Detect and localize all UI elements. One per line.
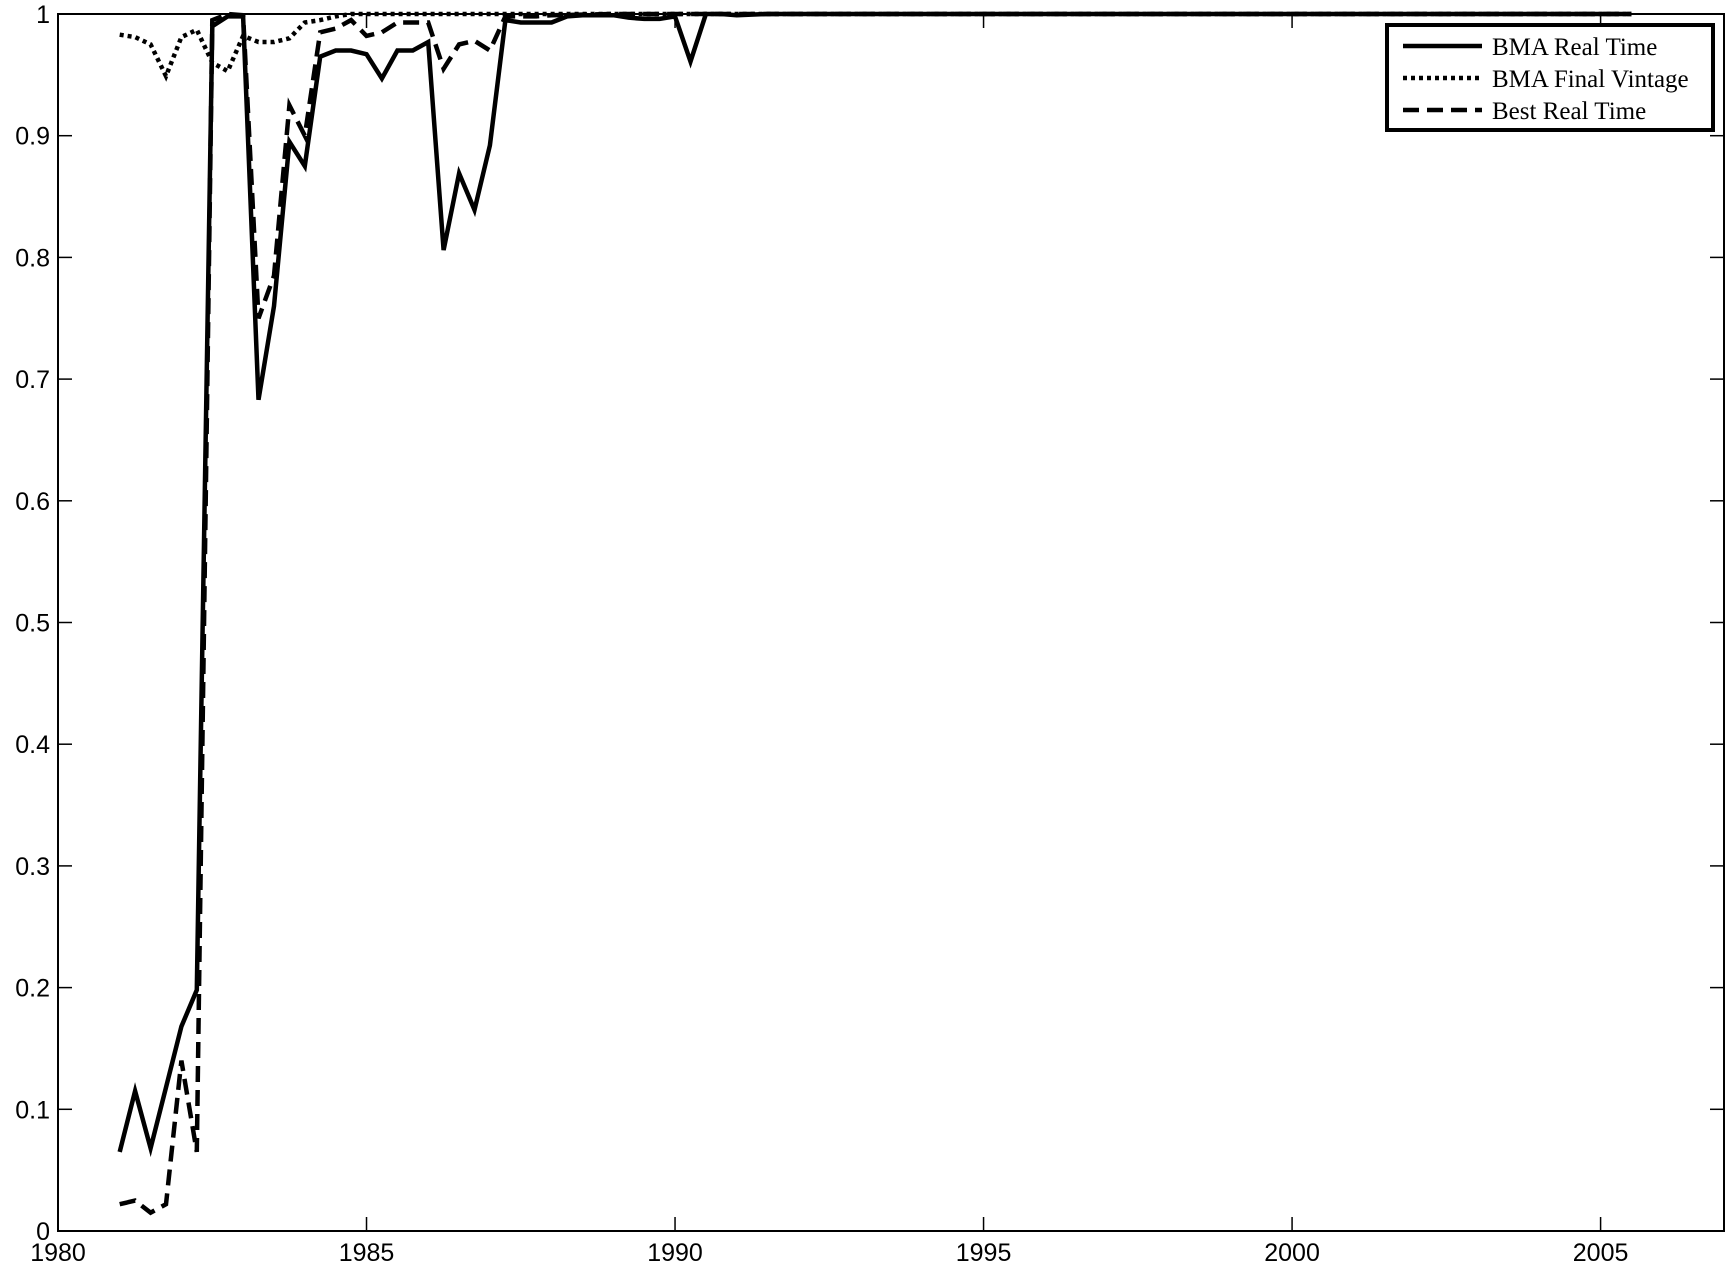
x-tick-label: 1995	[956, 1239, 1012, 1267]
series-line-2	[119, 11, 1632, 1216]
series-line-0	[117, 11, 1632, 1158]
y-tick-label: 0.6	[15, 488, 50, 516]
y-tick-label: 0.2	[15, 975, 50, 1003]
y-tick-label: 0.9	[15, 123, 50, 151]
y-tick-label: 0.4	[15, 731, 50, 759]
plot-frame	[57, 13, 1725, 1232]
legend-label-1: BMA Final Vintage	[1492, 66, 1689, 93]
y-tick-label: 0.1	[15, 1096, 50, 1124]
y-tick-label: 0.3	[15, 853, 50, 881]
y-tick-label: 0	[36, 1218, 50, 1246]
x-tick-label: 2005	[1573, 1239, 1629, 1267]
legend: BMA Real Time BMA Final Vintage Best Real …	[1385, 23, 1715, 132]
legend-label-2: Best Real Time	[1492, 98, 1646, 125]
y-tick-label: 0.8	[15, 244, 50, 272]
x-tick-label: 2000	[1264, 1239, 1320, 1267]
x-tick-label: 1985	[339, 1239, 395, 1267]
x-tick-label: 1990	[647, 1239, 703, 1267]
x-tick-label: 1980	[30, 1239, 86, 1267]
y-tick-label: 1	[36, 1, 50, 29]
legend-label-0: BMA Real Time	[1492, 34, 1657, 61]
y-tick-label: 0.5	[15, 610, 50, 638]
series-lines	[117, 11, 1632, 1216]
y-tick-label: 0.7	[15, 366, 50, 394]
legend-box	[1385, 23, 1715, 132]
axis-ticks: 1980 1985 1990 1995 2000 2005 0 0.1 0.2 0.3 0.4 0.5…	[15, 1, 1724, 1267]
